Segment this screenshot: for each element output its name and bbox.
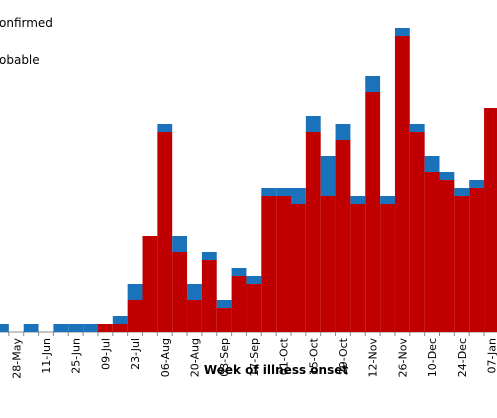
bar-segment — [216, 300, 232, 308]
bar-segment — [469, 188, 485, 332]
bar-segment — [216, 308, 232, 332]
bar-segment — [261, 188, 277, 196]
bar-segment — [172, 252, 188, 332]
bar-segment — [127, 284, 143, 300]
x-tick-label: 10-Dec — [426, 338, 439, 377]
bar-segment — [97, 324, 113, 332]
bar-segment — [112, 324, 128, 332]
x-tick-label: 09-Jul — [99, 338, 112, 370]
bar-segment — [157, 124, 173, 132]
x-tick-label: 25-Jun — [70, 338, 83, 374]
bar-segment — [187, 284, 202, 300]
bar-segment — [246, 276, 262, 284]
bar-segment — [112, 316, 128, 324]
bar-segment — [365, 92, 381, 332]
bar-segment — [142, 236, 158, 332]
bar-segment — [172, 236, 188, 252]
bar-segment — [424, 156, 440, 172]
bar-segment — [409, 132, 425, 332]
bar-segment — [484, 108, 497, 332]
bar-segment — [305, 132, 321, 332]
bar-segment — [231, 276, 247, 332]
x-tick-label: 29-Oct — [337, 337, 350, 375]
bar-segment — [201, 252, 217, 260]
x-tick-label: 28-May — [10, 338, 23, 379]
x-tick-label: 17-Sep — [248, 338, 261, 377]
bar-segment — [305, 116, 321, 132]
bar-segment — [394, 36, 410, 332]
bar-segment — [276, 188, 291, 196]
bar-segment — [365, 76, 381, 92]
legend-label: obable — [0, 53, 40, 67]
bar-segment — [394, 28, 410, 36]
x-tick-label: 26-Nov — [396, 338, 409, 378]
bar-segment — [23, 324, 39, 332]
bar-segment — [320, 196, 336, 332]
bar-segment — [469, 180, 485, 188]
x-tick-label: 20-Aug — [188, 338, 201, 377]
bar-segment — [350, 204, 366, 332]
bar-segment — [335, 124, 351, 140]
x-tick-label: 15-Oct — [307, 337, 320, 375]
x-tick-label: 01-Oct — [278, 337, 291, 375]
x-tick-label: 11-Jun — [40, 338, 53, 374]
bar-segment — [291, 204, 306, 332]
bar-segment — [276, 196, 291, 332]
bar-segment — [68, 324, 84, 332]
bar-segment — [231, 268, 247, 276]
bar-segment — [380, 196, 395, 204]
bar-segment — [157, 132, 173, 332]
x-tick-label: 03-Sep — [218, 338, 231, 377]
x-tick-label: 23-Jul — [129, 338, 142, 370]
bar-segment — [424, 172, 440, 332]
bar-segment — [454, 196, 470, 332]
bar-segment — [0, 324, 9, 332]
bar-segment — [380, 204, 395, 332]
x-axis-title: Week of illness onset — [204, 363, 348, 377]
bar-segment — [439, 180, 455, 332]
x-tick-label: 12-Nov — [367, 338, 380, 378]
bar-segment — [439, 172, 455, 180]
bar-segment — [454, 188, 470, 196]
bar-segment — [201, 260, 217, 332]
legend-label: onfirmed — [0, 16, 53, 30]
bar-segment — [409, 124, 425, 132]
bar-segment — [127, 300, 143, 332]
x-tick-label: 24-Dec — [456, 338, 469, 377]
x-tick-label: 07-Jan — [485, 338, 497, 374]
bar-segment — [53, 324, 69, 332]
x-tick-label: 06-Aug — [159, 338, 172, 377]
bar-segment — [350, 196, 366, 204]
bar-segment — [320, 156, 336, 196]
bar-segment — [187, 300, 202, 332]
bar-segment — [246, 284, 262, 332]
bar-segment — [291, 188, 306, 204]
bar-segment — [83, 324, 98, 332]
bar-segment — [335, 140, 351, 332]
bar-segment — [261, 196, 277, 332]
